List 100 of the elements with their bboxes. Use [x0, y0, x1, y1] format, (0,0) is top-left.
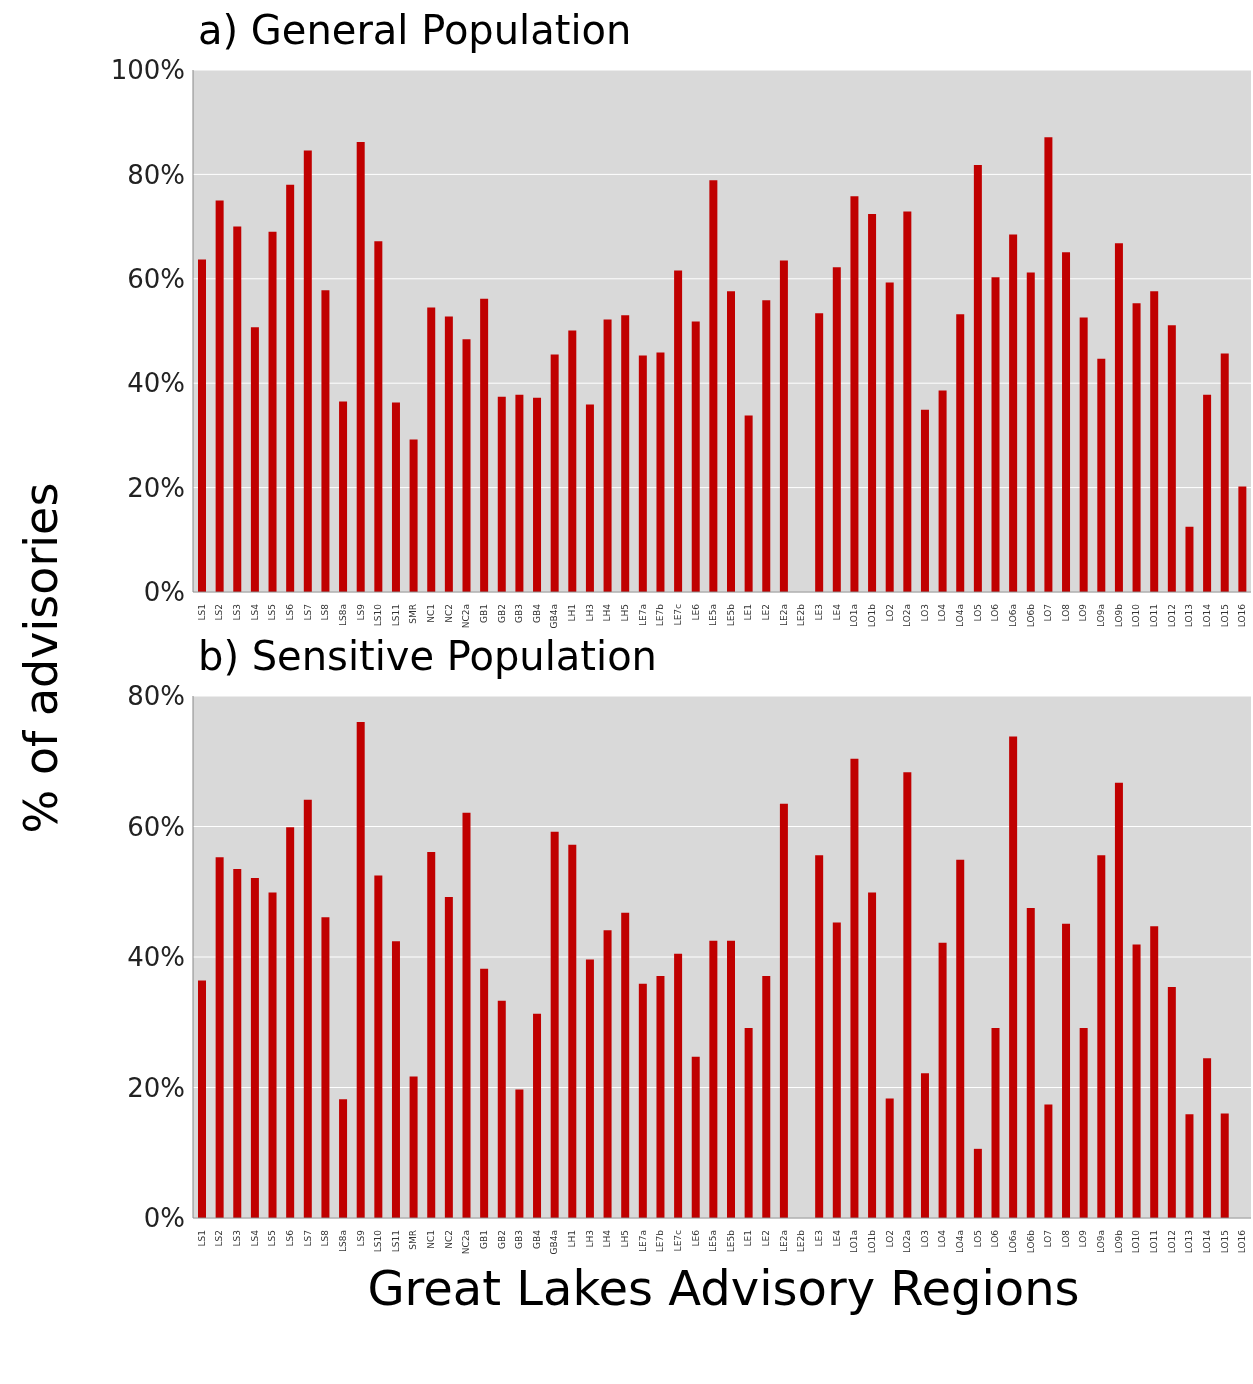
bar: [938, 390, 947, 592]
bar: [568, 330, 577, 592]
bar: [480, 298, 489, 592]
bar: [709, 940, 718, 1218]
bar: [1132, 944, 1141, 1218]
bar: [268, 231, 277, 592]
bar: [1203, 394, 1212, 592]
bar: [674, 270, 683, 592]
x-tick-label: NC2: [443, 1230, 454, 1249]
x-tick-label: LO9a: [1096, 1230, 1107, 1254]
bar: [1150, 926, 1159, 1218]
bar: [691, 1056, 700, 1218]
x-tick-label: LO15: [1219, 604, 1230, 628]
x-tick-label: LO1b: [866, 603, 877, 628]
x-tick-label: LS8a: [337, 1230, 348, 1252]
x-tick-label: LO5: [972, 604, 983, 622]
x-tick-label: LE5a: [708, 604, 719, 626]
bar: [427, 851, 436, 1218]
x-tick-label: LO2a: [902, 604, 913, 628]
bar: [550, 831, 559, 1218]
x-tick-label: LS6: [284, 603, 295, 621]
x-tick-label: NC1: [426, 1230, 437, 1249]
bar: [1044, 137, 1053, 592]
x-tick-label: LS3: [232, 1230, 243, 1247]
x-tick-label: GB2: [496, 1230, 507, 1249]
x-tick-label: LH1: [567, 604, 578, 622]
x-tick-label: LE3: [813, 604, 824, 621]
x-tick-label: LS7: [302, 1230, 313, 1247]
x-tick-label: LH5: [620, 604, 631, 622]
bar: [480, 968, 489, 1218]
x-tick-label: LO6a: [1007, 1230, 1018, 1254]
x-tick-label: LO6b: [1025, 603, 1036, 628]
bar: [1097, 855, 1106, 1218]
bar: [444, 896, 453, 1218]
bar: [779, 803, 788, 1218]
x-tick-label: LS1: [196, 604, 207, 621]
bar: [462, 339, 471, 592]
bar: [815, 313, 824, 592]
bar: [409, 439, 418, 592]
x-tick-label: LS3: [232, 604, 243, 621]
x-tick-label: LO16: [1237, 1229, 1248, 1254]
x-axis-title: Great Lakes Advisory Regions: [366, 1260, 1081, 1316]
bar: [991, 277, 1000, 592]
bar: [1079, 317, 1088, 592]
bar: [1009, 234, 1018, 592]
x-tick-label: LO13: [1184, 604, 1195, 628]
bar: [991, 1028, 1000, 1218]
bar: [903, 772, 912, 1218]
bar: [1097, 358, 1106, 592]
bar: [1026, 908, 1035, 1218]
x-tick-label: SMR: [408, 1230, 419, 1250]
x-tick-label: LS11: [390, 604, 401, 627]
bar: [198, 980, 206, 1218]
bar: [1220, 1113, 1229, 1218]
y-tick-label: 0%: [143, 1203, 185, 1234]
x-tick-label: LO6b: [1025, 1229, 1036, 1254]
x-tick-label: LE5b: [725, 1229, 736, 1253]
bar: [339, 401, 348, 592]
bar: [1062, 923, 1071, 1218]
x-tick-label: GB2: [496, 604, 507, 623]
x-tick-label: GB4: [531, 1229, 542, 1249]
x-tick-label: LO4: [937, 1229, 948, 1248]
x-tick-label: GB3: [514, 1230, 525, 1249]
x-tick-label: LO9a: [1096, 604, 1107, 628]
x-tick-label: LS2: [214, 604, 225, 621]
x-tick-label: LE2: [761, 1230, 772, 1247]
x-tick-label: LO6a: [1007, 604, 1018, 628]
x-tick-label: LE4: [831, 1229, 842, 1247]
x-tick-label: LO11: [1149, 604, 1160, 628]
x-tick-label: LS4: [249, 603, 260, 621]
x-tick-label: LE6: [690, 603, 701, 621]
bar: [462, 812, 471, 1218]
x-tick-label: LS9: [355, 1229, 366, 1247]
bar: [1026, 272, 1035, 592]
y-tick-label: 0%: [143, 577, 185, 608]
bar: [1132, 303, 1141, 592]
bar: [533, 1013, 542, 1218]
y-tick-label: 80%: [127, 681, 185, 712]
x-tick-label: LH3: [584, 604, 595, 622]
bar: [1079, 1028, 1088, 1218]
bar: [1044, 1104, 1053, 1218]
bar: [321, 290, 330, 592]
x-tick-label: LO3: [919, 604, 930, 622]
x-tick-label: LS5: [267, 604, 278, 621]
bar: [903, 211, 912, 592]
bar: [427, 307, 436, 592]
bar: [1009, 736, 1018, 1218]
bar: [779, 260, 788, 592]
bar: [303, 150, 312, 592]
x-tick-label: GB1: [478, 604, 489, 623]
bar: [250, 878, 259, 1218]
y-tick-label: 20%: [127, 1072, 185, 1103]
bar: [268, 892, 277, 1218]
x-tick-label: LO10: [1131, 1229, 1142, 1254]
x-tick-label: LO7: [1043, 1230, 1054, 1248]
bar: [356, 722, 365, 1218]
x-tick-label: LH4: [602, 603, 613, 622]
bar: [550, 354, 559, 592]
x-tick-label: LO2a: [902, 1230, 913, 1254]
bar: [832, 267, 841, 592]
